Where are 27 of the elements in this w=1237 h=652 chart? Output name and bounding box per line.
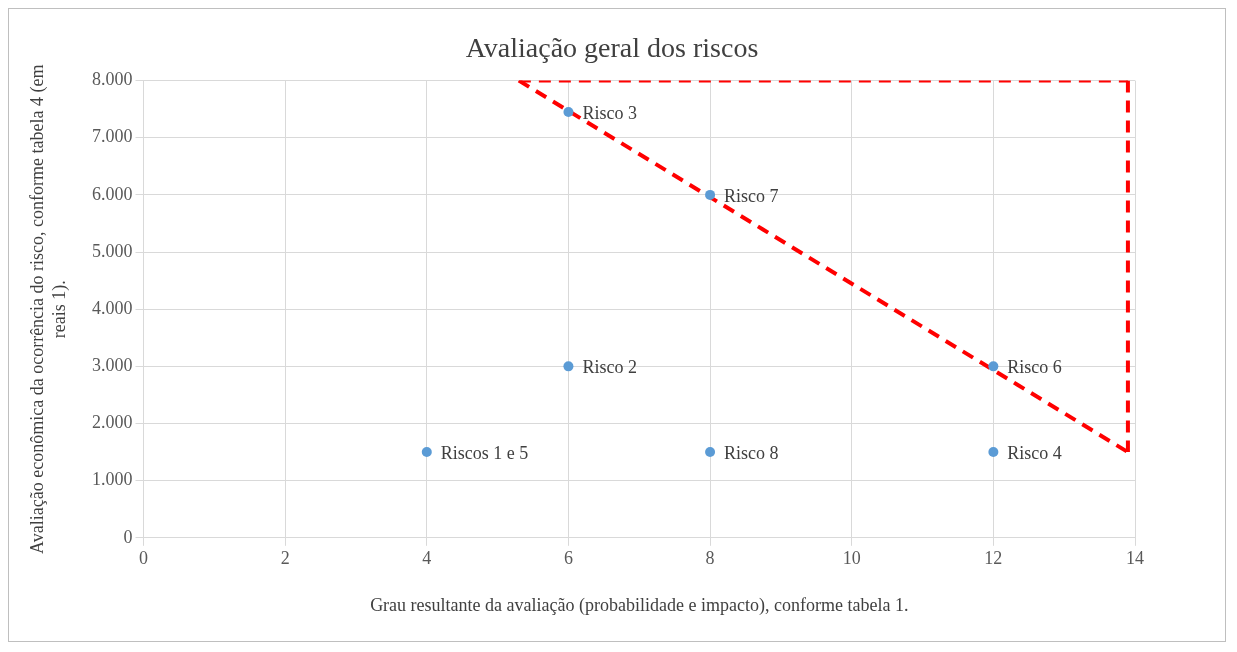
x-tick-label: 10 bbox=[842, 548, 861, 569]
data-label: Risco 2 bbox=[582, 357, 637, 378]
x-tick-label: 6 bbox=[563, 548, 573, 569]
x-tick-label: 4 bbox=[422, 548, 432, 569]
y-tick-label: 8.000 bbox=[92, 69, 133, 90]
y-tick-label: 5.000 bbox=[92, 240, 133, 261]
data-label: Risco 7 bbox=[724, 185, 779, 206]
data-label: Risco 6 bbox=[1007, 357, 1062, 378]
data-label: Risco 4 bbox=[1007, 442, 1062, 463]
x-tick-label: 2 bbox=[280, 548, 290, 569]
data-label: Risco 3 bbox=[582, 102, 637, 123]
y-tick-label: 1.000 bbox=[92, 469, 133, 490]
data-label: Riscos 1 e 5 bbox=[440, 442, 529, 463]
x-axis-title: Grau resultante da avaliação (probabilidade e impacto), conforme tabela 1. bbox=[370, 594, 909, 616]
y-tick-label: 3.000 bbox=[92, 355, 133, 376]
y-tick-label: 6.000 bbox=[92, 183, 133, 204]
y-tick-label: 4.000 bbox=[92, 297, 133, 318]
y-tick-label: 2.000 bbox=[92, 412, 133, 433]
y-tick-label: 7.000 bbox=[92, 126, 133, 147]
y-axis-title: Avaliação econômica da ocorrência do risco, conforme tabela 4 (em reais 1). bbox=[26, 64, 70, 554]
data-label: Risco 8 bbox=[724, 442, 779, 463]
x-tick-label: 14 bbox=[1126, 548, 1144, 569]
y-tick-label: 0 bbox=[123, 526, 133, 547]
x-tick-label: 8 bbox=[705, 548, 715, 569]
chart-title: Avaliação geral dos riscos bbox=[465, 32, 759, 64]
x-tick-label: 12 bbox=[984, 548, 1003, 569]
x-tick-label: 0 bbox=[139, 548, 148, 569]
